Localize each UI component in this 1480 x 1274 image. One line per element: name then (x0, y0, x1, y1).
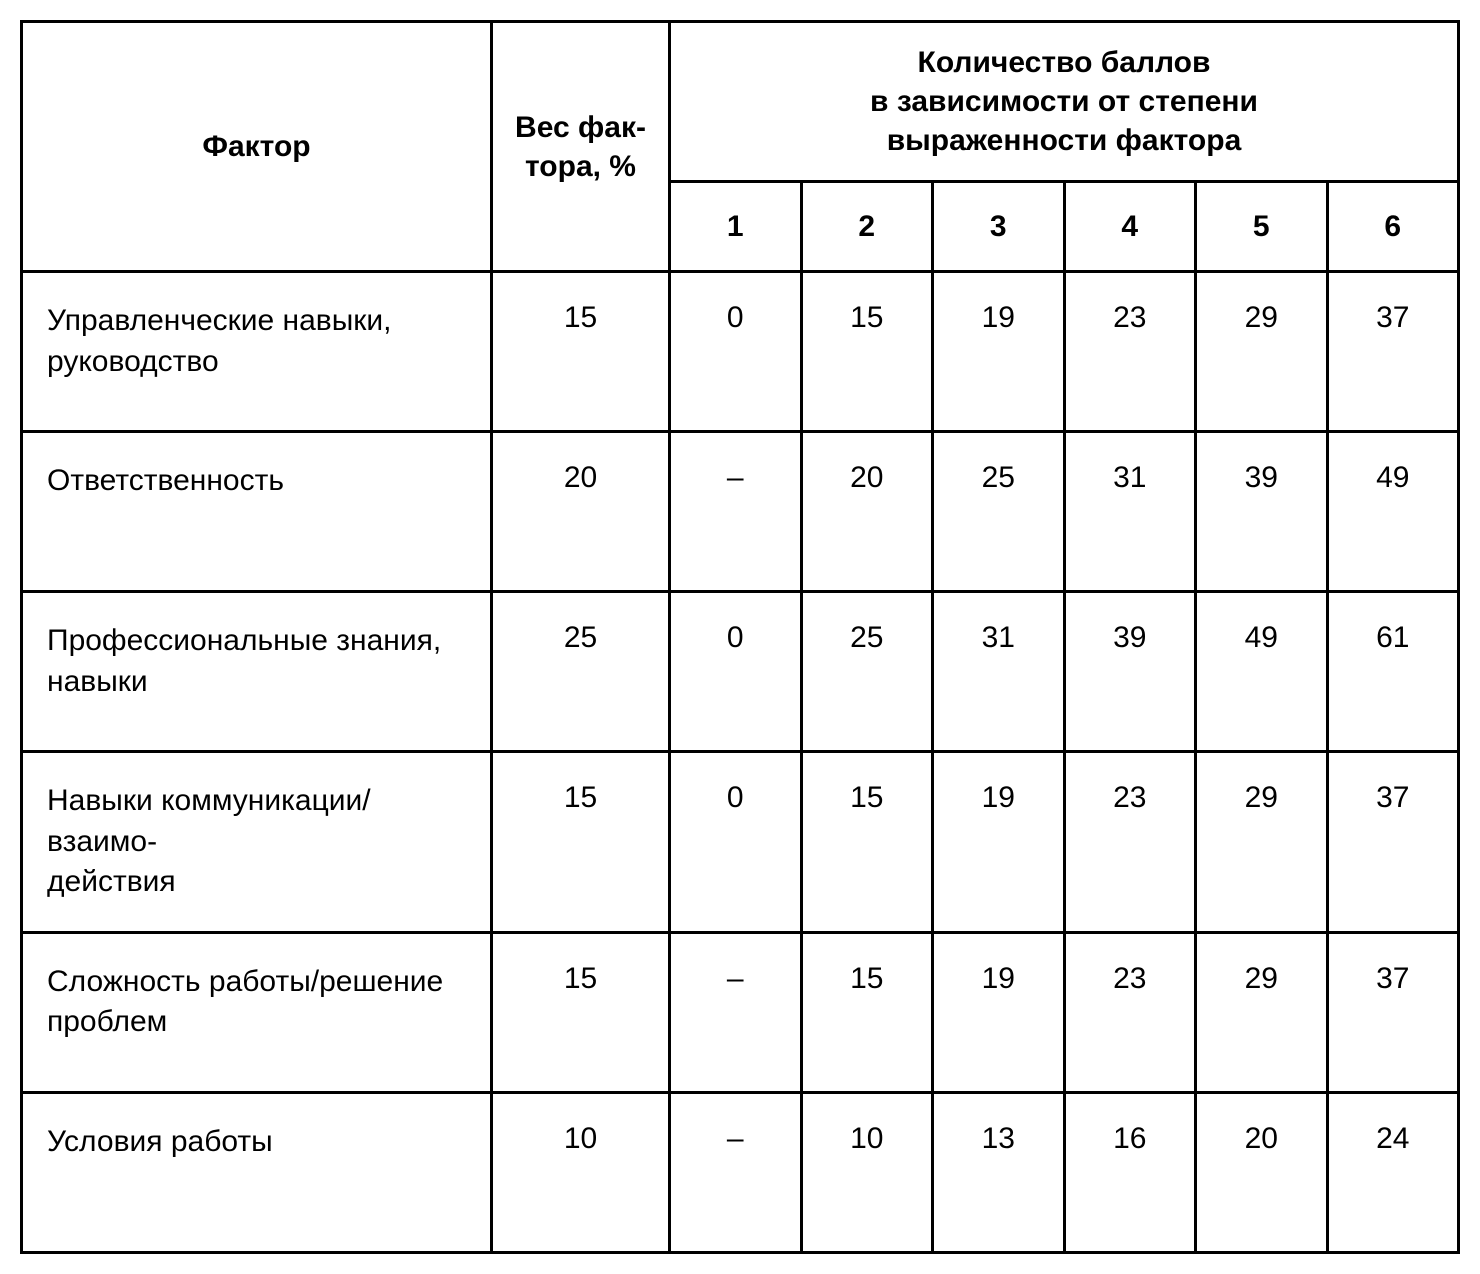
cell-point: 23 (1064, 932, 1196, 1092)
cell-factor: Условия работы (22, 1092, 492, 1252)
header-point-2: 2 (801, 182, 933, 272)
header-points-group: Количество балловв зависимости от степен… (670, 22, 1459, 182)
cell-point: 15 (801, 272, 933, 432)
cell-factor: Сложность работы/решение проблем (22, 932, 492, 1092)
table-body: Управленческие навыки, руководство 15 0 … (22, 272, 1459, 1253)
cell-point: 49 (1196, 592, 1328, 752)
cell-point: – (670, 432, 802, 592)
cell-point: 24 (1327, 1092, 1459, 1252)
cell-point: 25 (801, 592, 933, 752)
cell-weight: 15 (492, 932, 670, 1092)
factor-points-table: Фактор Вес фак-тора, % Количество баллов… (20, 20, 1460, 1254)
header-point-5: 5 (1196, 182, 1328, 272)
cell-point: 16 (1064, 1092, 1196, 1252)
cell-point: 37 (1327, 272, 1459, 432)
cell-point: 39 (1064, 592, 1196, 752)
table-header: Фактор Вес фак-тора, % Количество баллов… (22, 22, 1459, 272)
table-row: Навыки коммуникации/взаимо-действия 15 0… (22, 752, 1459, 933)
cell-point: 19 (933, 932, 1065, 1092)
cell-point: 25 (933, 432, 1065, 592)
cell-point: 0 (670, 592, 802, 752)
cell-point: 29 (1196, 932, 1328, 1092)
cell-weight: 25 (492, 592, 670, 752)
table-row: Сложность работы/решение проблем 15 – 15… (22, 932, 1459, 1092)
header-weight: Вес фак-тора, % (492, 22, 670, 272)
header-point-3: 3 (933, 182, 1065, 272)
cell-factor: Ответственность (22, 432, 492, 592)
cell-point: 37 (1327, 752, 1459, 933)
cell-point: 0 (670, 752, 802, 933)
header-point-6: 6 (1327, 182, 1459, 272)
cell-point: 13 (933, 1092, 1065, 1252)
cell-point: 10 (801, 1092, 933, 1252)
cell-point: – (670, 932, 802, 1092)
cell-point: 15 (801, 752, 933, 933)
cell-point: 23 (1064, 272, 1196, 432)
cell-point: 49 (1327, 432, 1459, 592)
header-point-4: 4 (1064, 182, 1196, 272)
cell-point: 29 (1196, 272, 1328, 432)
cell-weight: 10 (492, 1092, 670, 1252)
cell-factor: Профессиональные знания, навыки (22, 592, 492, 752)
cell-weight: 15 (492, 752, 670, 933)
cell-point: 39 (1196, 432, 1328, 592)
table-row: Условия работы 10 – 10 13 16 20 24 (22, 1092, 1459, 1252)
cell-weight: 20 (492, 432, 670, 592)
cell-weight: 15 (492, 272, 670, 432)
cell-point: 19 (933, 272, 1065, 432)
cell-point: 61 (1327, 592, 1459, 752)
cell-point: 20 (1196, 1092, 1328, 1252)
cell-point: 31 (1064, 432, 1196, 592)
cell-point: 37 (1327, 932, 1459, 1092)
cell-point: 0 (670, 272, 802, 432)
table-row: Управленческие навыки, руководство 15 0 … (22, 272, 1459, 432)
cell-point: – (670, 1092, 802, 1252)
cell-point: 15 (801, 932, 933, 1092)
table-row: Профессиональные знания, навыки 25 0 25 … (22, 592, 1459, 752)
header-point-1: 1 (670, 182, 802, 272)
cell-point: 20 (801, 432, 933, 592)
cell-factor: Управленческие навыки, руководство (22, 272, 492, 432)
table-row: Ответственность 20 – 20 25 31 39 49 (22, 432, 1459, 592)
cell-factor: Навыки коммуникации/взаимо-действия (22, 752, 492, 933)
header-factor: Фактор (22, 22, 492, 272)
cell-point: 29 (1196, 752, 1328, 933)
cell-point: 19 (933, 752, 1065, 933)
cell-point: 23 (1064, 752, 1196, 933)
cell-point: 31 (933, 592, 1065, 752)
